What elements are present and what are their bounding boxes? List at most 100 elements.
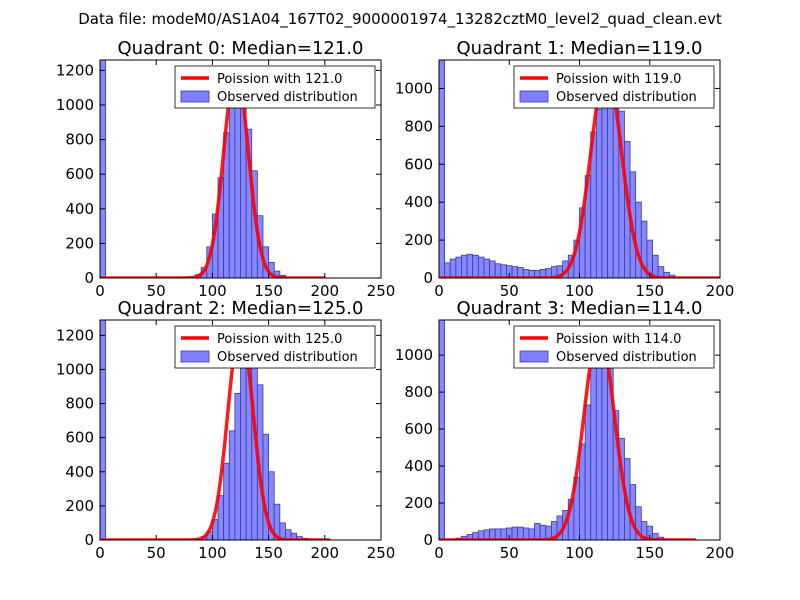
x-tick-label: 100 <box>198 544 227 562</box>
x-tick-label: 100 <box>565 544 594 562</box>
quadrant-1-panel: 0 50 100 150 200 0 200 400 600 800 1000 Quadrant 1:… <box>395 38 735 300</box>
y-tick-label: 600 <box>404 420 433 438</box>
x-tick-label: 150 <box>254 282 283 300</box>
y-tick-label: 0 <box>84 531 94 549</box>
x-tick-label: 50 <box>500 544 519 562</box>
y-tick-label: 1200 <box>56 61 94 79</box>
y-tick-label: 1000 <box>56 96 94 114</box>
x-tick-label: 250 <box>367 282 396 300</box>
histogram-bar <box>477 256 485 278</box>
histogram-bar <box>511 526 519 540</box>
legend: Poission with 119.0 Observed distribution <box>513 65 715 109</box>
histogram-bar <box>646 525 653 540</box>
y-tick-label: 600 <box>65 429 94 447</box>
y-tick-label: 200 <box>404 231 433 249</box>
histogram-bar <box>240 346 247 540</box>
y-tick-label: 200 <box>404 494 433 512</box>
y-tick-label: 0 <box>423 531 433 549</box>
panel-title: Quadrant 2: Median=125.0 <box>118 298 364 319</box>
y-tick-label: 1000 <box>56 360 94 378</box>
legend-bar-swatch <box>519 350 549 363</box>
y-tick-label: 800 <box>404 383 433 401</box>
legend: Poission with 125.0 Observed distribution <box>174 325 376 369</box>
y-tick-label: 400 <box>404 193 433 211</box>
y-tick-label: 400 <box>65 463 94 481</box>
panel-title: Quadrant 0: Median=121.0 <box>118 38 364 59</box>
y-tick-label: 1200 <box>56 326 94 344</box>
legend-label-poisson: Poission with 121.0 <box>217 72 342 87</box>
x-tick-label: 0 <box>434 282 444 300</box>
histogram-bar <box>607 84 614 278</box>
legend-label-poisson: Poission with 114.0 <box>556 332 681 347</box>
histogram-bar <box>652 533 659 540</box>
panel-title: Quadrant 3: Median=114.0 <box>457 298 703 319</box>
x-tick-label: 50 <box>147 282 166 300</box>
histogram-bar <box>228 430 236 540</box>
histogram-bar <box>595 108 603 278</box>
histogram-bar <box>100 320 107 540</box>
histogram-bar <box>517 526 524 540</box>
axes-frame <box>99 59 382 279</box>
histogram-bar <box>444 262 451 278</box>
y-tick-label: 400 <box>65 200 94 218</box>
legend-label-observed: Observed distribution <box>217 90 358 105</box>
quadrant-3-panel: 0 50 100 150 200 0 200 400 600 800 1000 Quadrant 3:… <box>395 298 735 562</box>
x-tick-label: 200 <box>310 544 339 562</box>
quadrant-2-panel: 0 50 100 150 200 250 0 200 400 600 800 1000 1200 Quad… <box>56 298 396 562</box>
legend-bar-swatch <box>180 350 210 363</box>
panel-title: Quadrant 1: Median=119.0 <box>457 38 703 59</box>
histogram-bar <box>228 90 236 278</box>
y-tick-label: 1000 <box>395 79 433 97</box>
histogram-bar <box>483 258 490 278</box>
histogram-bar <box>534 522 541 540</box>
legend-bar-swatch <box>180 90 210 103</box>
x-tick-label: 200 <box>706 282 735 300</box>
x-tick-label: 50 <box>147 544 166 562</box>
x-tick-label: 150 <box>635 282 664 300</box>
legend-label-poisson: Poission with 119.0 <box>556 72 681 87</box>
x-tick-label: 250 <box>367 544 396 562</box>
histogram-bars <box>439 60 676 278</box>
histogram-bar <box>472 254 479 278</box>
y-tick-label: 800 <box>65 131 94 149</box>
legend-bar-swatch <box>519 90 549 103</box>
quadrant-0-panel: 0 50 100 150 200 250 0 200 400 600 800 1000 1200 Quad… <box>56 38 396 300</box>
histogram-bar <box>522 527 530 540</box>
legend-label-observed: Observed distribution <box>217 350 358 365</box>
x-tick-label: 0 <box>434 544 444 562</box>
histogram-bar <box>494 263 502 278</box>
histogram-bar <box>100 60 107 278</box>
histogram-bar <box>439 320 446 540</box>
histogram-bar <box>489 260 496 278</box>
histogram-bar <box>601 80 608 278</box>
x-tick-label: 100 <box>198 282 227 300</box>
y-tick-label: 800 <box>404 117 433 135</box>
x-tick-label: 0 <box>95 282 105 300</box>
y-tick-label: 1000 <box>395 346 433 364</box>
y-tick-label: 0 <box>84 269 94 287</box>
histogram-bar <box>223 462 230 540</box>
legend: Poission with 121.0 Observed distribution <box>174 65 376 109</box>
y-tick-label: 0 <box>423 269 433 287</box>
x-tick-label: 200 <box>310 282 339 300</box>
y-tick-label: 600 <box>404 155 433 173</box>
histogram-bar <box>590 367 597 540</box>
histogram-bar <box>635 201 642 278</box>
histogram-bar <box>234 392 241 540</box>
legend-label-observed: Observed distribution <box>556 90 697 105</box>
x-tick-label: 150 <box>254 544 283 562</box>
histogram-bar <box>539 524 547 540</box>
histogram-bar <box>500 264 507 278</box>
histogram-bar <box>439 60 446 278</box>
x-tick-label: 100 <box>565 282 594 300</box>
histogram-bar <box>461 254 468 278</box>
axes-frame <box>99 319 382 541</box>
x-tick-label: 150 <box>635 544 664 562</box>
histogram-bar <box>466 253 474 278</box>
y-tick-label: 600 <box>65 165 94 183</box>
x-tick-label: 0 <box>95 544 105 562</box>
histogram-bar <box>584 404 592 540</box>
y-tick-label: 200 <box>65 497 94 515</box>
histogram-bars <box>100 60 286 278</box>
